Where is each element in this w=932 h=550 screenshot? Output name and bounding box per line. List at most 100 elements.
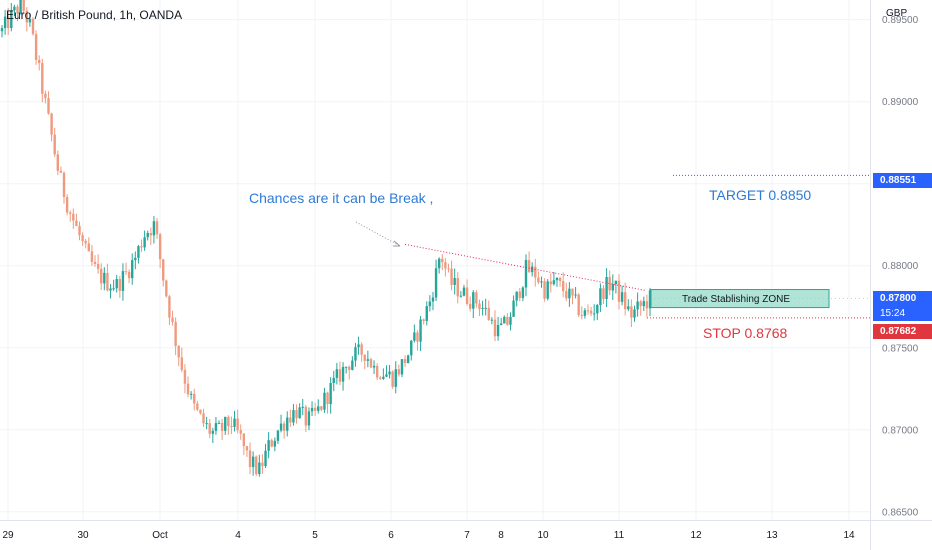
candle-body (168, 296, 171, 318)
candle-body (481, 307, 484, 309)
candle-body (431, 297, 435, 302)
candle-body (571, 288, 574, 296)
candle-body (419, 319, 422, 342)
price-tick-label: 0.87000 (882, 425, 919, 436)
candle-body (289, 417, 292, 423)
candle-body (592, 313, 596, 315)
candle-body (441, 258, 444, 263)
candle-body (490, 319, 494, 321)
target-price-badge: 0.88551 (873, 173, 932, 188)
candle-body (279, 423, 283, 431)
current-price-badge: 0.87800 (873, 291, 932, 306)
candle-body (620, 292, 624, 302)
candle-body (313, 407, 317, 411)
candle-body (124, 271, 128, 273)
price-axis[interactable]: 0.895000.890000.885000.880000.875000.870… (870, 0, 919, 550)
candle-body (410, 340, 413, 356)
candle-body (267, 440, 270, 451)
candle-body (599, 288, 602, 306)
candle-body (131, 260, 134, 279)
candle-body (459, 295, 463, 297)
candle-body (258, 462, 261, 475)
candle-body (208, 423, 211, 434)
time-tick-label: 4 (235, 530, 241, 541)
price-tick-label: 0.89500 (882, 15, 919, 26)
candle-body (180, 357, 184, 370)
candle-body (72, 213, 75, 221)
candle-body (397, 369, 401, 375)
candle-body (332, 377, 335, 383)
zone-label: Trade Stablishing ZONE (681, 294, 790, 305)
candle-body (341, 366, 345, 382)
time-tick-label: 30 (77, 530, 89, 541)
candle-body (605, 277, 608, 300)
candle-body (484, 307, 487, 309)
candle-body (152, 221, 156, 236)
candle-body (224, 416, 227, 431)
candle-body (648, 290, 652, 309)
candle-body (561, 281, 565, 292)
candle-body (453, 278, 456, 285)
candle-body (552, 280, 556, 285)
candle-body (434, 268, 438, 298)
candle-body (264, 450, 267, 467)
candle-body (217, 422, 221, 424)
candle-body (574, 294, 577, 296)
candle-body (270, 440, 273, 447)
candle-body (25, 10, 29, 23)
candle-body (96, 264, 100, 269)
candle-body (7, 16, 10, 29)
candle-body (530, 266, 534, 273)
candle-body (555, 277, 559, 281)
candle-body (521, 287, 525, 298)
candle-body (146, 232, 149, 238)
candle-body (617, 280, 621, 302)
candle-body (329, 382, 332, 405)
candle-body (75, 220, 78, 226)
candle-body (317, 406, 320, 411)
candle-body (515, 291, 518, 301)
candle-body (50, 113, 53, 135)
candle-body (465, 287, 469, 304)
candle-body (286, 417, 289, 431)
candle-body (320, 406, 323, 410)
candle-body (400, 359, 404, 375)
candle-body (406, 355, 410, 363)
candle-body (518, 291, 521, 298)
candle-body (385, 374, 388, 377)
candle-body (109, 288, 112, 291)
candle-body (205, 423, 208, 425)
candle-body (499, 323, 503, 325)
candle-body (255, 456, 258, 475)
candle-body (211, 430, 215, 434)
price-tick-label: 0.88000 (882, 261, 919, 272)
candle-body (137, 246, 140, 258)
candle-body (493, 319, 497, 337)
candle-body (227, 416, 230, 427)
candlestick-series (0, 0, 652, 477)
candle-body (596, 305, 599, 314)
countdown-badge: 15:24 (873, 306, 932, 321)
candle-body (53, 134, 56, 155)
time-tick-label: 14 (843, 530, 855, 541)
candle-body (354, 347, 357, 361)
time-axis[interactable]: 29 30 Oct 4 5 6 7 10 11 12 13 14 8 (0, 520, 932, 542)
candle-body (639, 301, 642, 307)
candle-body (87, 243, 91, 252)
candle-body (295, 410, 298, 419)
candle-body (394, 369, 397, 387)
candle-body (165, 280, 168, 297)
candle-body (413, 332, 416, 341)
candle-body (391, 371, 394, 387)
candle-body (174, 322, 177, 346)
candle-body (447, 268, 450, 270)
candle-body (512, 300, 515, 317)
candle-body (580, 315, 583, 317)
candle-body (236, 418, 239, 431)
candle-body (93, 261, 97, 265)
candle-body (323, 392, 326, 410)
candle-body (503, 316, 506, 324)
chart-title: Euro / British Pound, 1h, OANDA (6, 8, 183, 22)
candle-body (242, 433, 246, 447)
